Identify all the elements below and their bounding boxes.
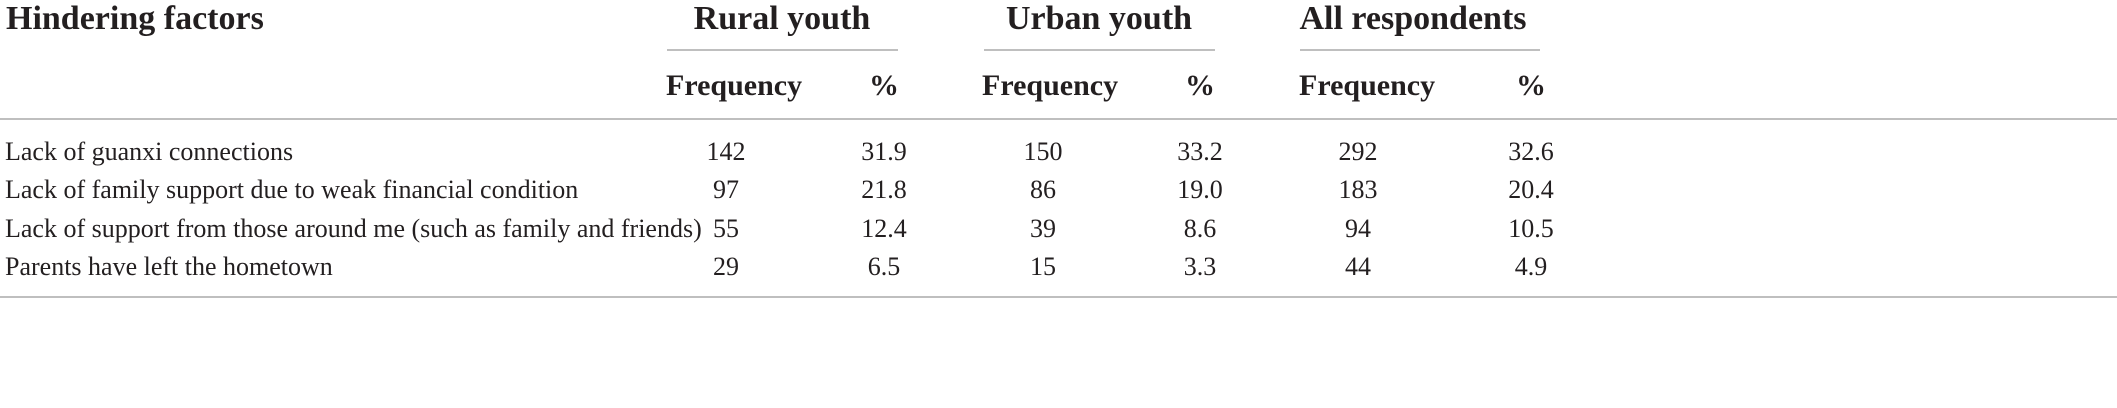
row-rural-percent: 21.8 [861, 175, 907, 204]
subheader-urban-percent: % [1185, 69, 1215, 102]
row-urban-percent: 19.0 [1177, 175, 1223, 204]
group-underline-rural [667, 49, 898, 51]
row-rural-percent: 31.9 [861, 137, 907, 166]
row-all-frequency: 44 [1345, 252, 1371, 281]
row-rural-frequency: 142 [706, 137, 746, 166]
subheader-rural-percent: % [869, 69, 899, 102]
column-group-all-respondents: All respondents [1299, 0, 1527, 37]
group-underline-all [1300, 49, 1540, 51]
row-urban-frequency: 15 [1030, 252, 1056, 281]
row-urban-frequency: 86 [1030, 175, 1056, 204]
row-all-percent: 4.9 [1514, 252, 1548, 281]
header-bottom-rule [0, 118, 2117, 120]
column-group-rural-youth: Rural youth [693, 0, 871, 37]
row-rural-percent: 6.5 [867, 252, 901, 281]
row-all-percent: 10.5 [1508, 214, 1554, 243]
row-all-percent: 32.6 [1508, 137, 1554, 166]
row-factor: Lack of support from those around me (su… [5, 214, 702, 243]
subheader-all-frequency: Frequency [1299, 69, 1436, 102]
row-rural-percent: 12.4 [861, 214, 907, 243]
row-rural-frequency: 55 [713, 214, 739, 243]
row-all-frequency: 94 [1345, 214, 1371, 243]
row-factor: Parents have left the hometown [5, 252, 333, 281]
row-rural-frequency: 29 [713, 252, 739, 281]
row-all-percent: 20.4 [1508, 175, 1554, 204]
column-header-hindering-factors: Hindering factors [6, 0, 264, 37]
group-underline-urban [984, 49, 1215, 51]
table-bottom-rule [0, 296, 2117, 298]
row-all-frequency: 183 [1338, 175, 1378, 204]
row-factor: Lack of family support due to weak finan… [5, 175, 579, 204]
row-urban-percent: 33.2 [1177, 137, 1223, 166]
column-group-urban-youth: Urban youth [1005, 0, 1193, 37]
row-factor: Lack of guanxi connections [5, 137, 294, 166]
subheader-all-percent: % [1516, 69, 1546, 102]
row-urban-frequency: 150 [1023, 137, 1063, 166]
row-rural-frequency: 97 [713, 175, 739, 204]
row-urban-percent: 8.6 [1183, 214, 1217, 243]
row-all-frequency: 292 [1338, 137, 1378, 166]
subheader-rural-frequency: Frequency [666, 69, 803, 102]
subheader-urban-frequency: Frequency [982, 69, 1119, 102]
row-urban-frequency: 39 [1030, 214, 1056, 243]
row-urban-percent: 3.3 [1183, 252, 1217, 281]
